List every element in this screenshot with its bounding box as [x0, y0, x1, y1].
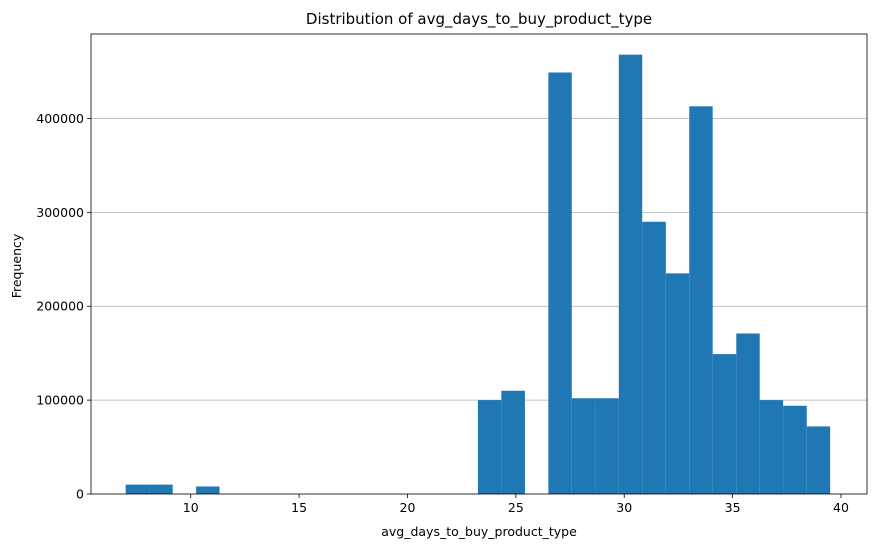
y-tick-label-3: 300000: [36, 205, 84, 220]
histogram-bar-0: [125, 484, 150, 494]
x-tick-label-2: 20: [400, 500, 416, 515]
histogram-bar-3: [477, 400, 502, 494]
x-tick-label-6: 40: [833, 500, 849, 515]
histogram-bar-4: [501, 390, 525, 494]
histogram-bar-12: [712, 354, 737, 494]
x-axis-label: avg_days_to_buy_product_type: [381, 524, 577, 539]
histogram-bar-13: [736, 333, 760, 494]
histogram-bar-7: [595, 398, 619, 494]
histogram-bar-11: [689, 106, 713, 495]
histogram-bar-9: [642, 221, 666, 494]
y-tick-label-4: 400000: [36, 111, 84, 126]
histogram-bar-1: [149, 484, 173, 494]
histogram-bar-5: [548, 72, 572, 494]
histogram-bar-16: [806, 426, 831, 494]
x-tick-label-4: 30: [616, 500, 632, 515]
x-tick-label-5: 35: [725, 500, 741, 515]
histogram-bar-2: [196, 486, 220, 494]
plot-frame: [90, 33, 868, 495]
histogram-bar-6: [571, 398, 596, 494]
x-tick-label-0: 10: [183, 500, 199, 515]
axes-layer: 10 15 20 25 30 35 40 0 100000 200000 300000 400000: [36, 33, 868, 515]
histogram-bar-8: [618, 54, 643, 494]
histogram-bar-15: [783, 405, 807, 494]
x-tick-label-3: 25: [508, 500, 524, 515]
chart-title: Distribution of avg_days_to_buy_product_…: [306, 10, 652, 29]
histogram-bar-10: [665, 273, 690, 494]
x-tick-label-1: 15: [291, 500, 307, 515]
y-tick-label-1: 100000: [36, 393, 84, 408]
histogram-bar-14: [759, 400, 784, 494]
y-axis-label: Frequency: [9, 233, 24, 298]
y-tick-label-0: 0: [76, 487, 84, 502]
bars-layer: [125, 54, 831, 495]
y-tick-label-2: 200000: [36, 299, 84, 314]
